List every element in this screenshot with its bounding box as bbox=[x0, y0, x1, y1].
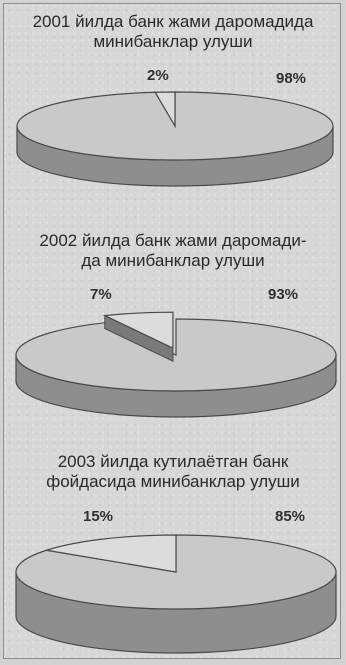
chart-2-title-line-1: 2002 йилда банк жами даромади- bbox=[39, 231, 307, 250]
chart-2-title-line-2: да минибанклар улуши bbox=[81, 251, 265, 270]
pie-slice-small bbox=[46, 534, 177, 573]
chart-1-label-large: 98% bbox=[276, 70, 307, 87]
chart-3-title-line-2: фойдасида минибанклар улуши bbox=[46, 472, 300, 491]
pie-slice-small bbox=[154, 91, 176, 129]
chart-2-pie bbox=[15, 311, 337, 418]
chart-3-label-large: 85% bbox=[275, 508, 306, 525]
chart-1-label-small: 2% bbox=[147, 67, 169, 84]
chart-1-pie bbox=[16, 91, 334, 187]
chart-3-label-small: 15% bbox=[83, 508, 114, 525]
pie-slice-small bbox=[102, 311, 174, 350]
chart-3-pie bbox=[15, 534, 337, 654]
chart-1-title-line-1: 2001 йилда банк жами даромадида bbox=[32, 12, 314, 31]
chart-2-label-small: 7% bbox=[90, 286, 112, 303]
pie-slice-large bbox=[15, 318, 337, 392]
chart-3-title-line-1: 2003 йилда кутилаётган банк bbox=[57, 452, 289, 471]
chart-1-title-line-2: минибанклар улуши bbox=[93, 32, 253, 51]
chart-2-label-large: 93% bbox=[268, 286, 299, 303]
